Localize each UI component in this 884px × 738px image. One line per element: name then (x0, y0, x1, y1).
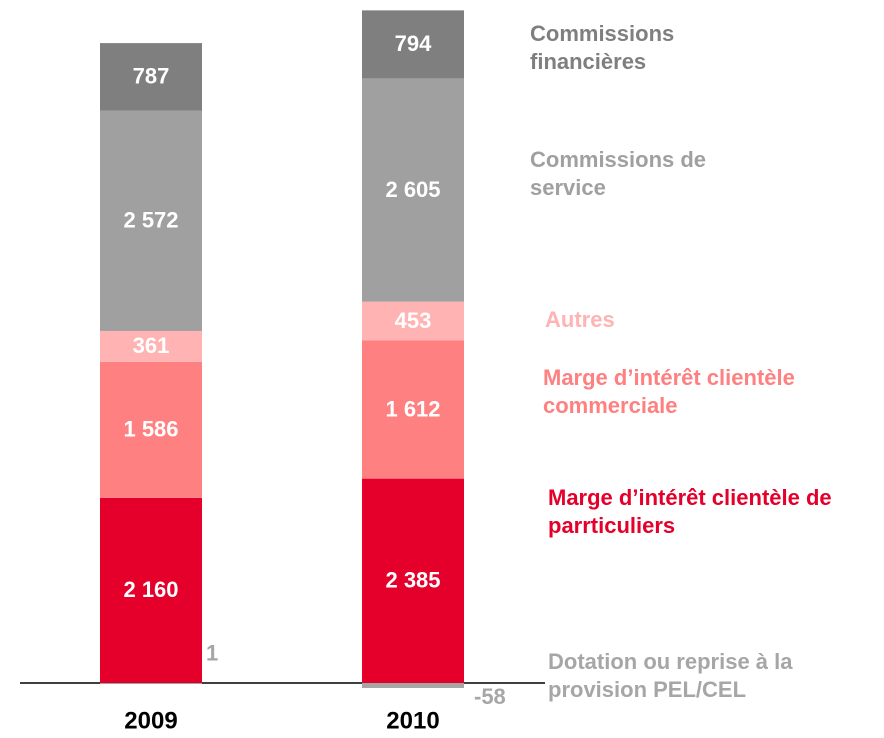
data-label: 1 612 (385, 396, 440, 421)
data-label: -58 (474, 684, 506, 709)
data-label: 361 (133, 333, 170, 358)
data-label: 2 160 (123, 577, 178, 602)
bar-segment (362, 340, 464, 479)
data-label: 2 385 (385, 568, 440, 593)
bar-segment (362, 10, 464, 79)
bar-segment (100, 497, 202, 683)
data-label: 1 586 (123, 417, 178, 442)
data-label: 2 605 (385, 177, 440, 202)
bar-segment (100, 110, 202, 331)
data-label: 453 (395, 308, 432, 333)
bar-segment (362, 683, 464, 688)
x-tick-label: 2009 (124, 707, 177, 734)
legend-entry: Commissions de service (530, 147, 707, 200)
data-label: 2 572 (123, 208, 178, 233)
data-label: 794 (395, 31, 432, 56)
legend-entry: Dotation ou reprise à la provision PEL/C… (548, 649, 793, 702)
legend-entry: Marge d’intérêt clientèle commerciale (543, 365, 795, 418)
bar-segment (100, 43, 202, 111)
bar-segment (362, 301, 464, 341)
bar-segment (362, 78, 464, 302)
bar-segment (100, 682, 202, 684)
legend-entry: Commissions financières (530, 21, 675, 74)
bar-segment (100, 361, 202, 498)
bar-segment (100, 330, 202, 362)
data-label: 1 (206, 641, 218, 666)
legend-entry: Autres (545, 307, 615, 332)
x-tick-label: 2010 (386, 707, 439, 734)
bar-segment (362, 478, 464, 684)
legend-entry: Marge d’intérêt clientèle de parrticulie… (548, 485, 832, 538)
data-label: 787 (133, 64, 170, 89)
